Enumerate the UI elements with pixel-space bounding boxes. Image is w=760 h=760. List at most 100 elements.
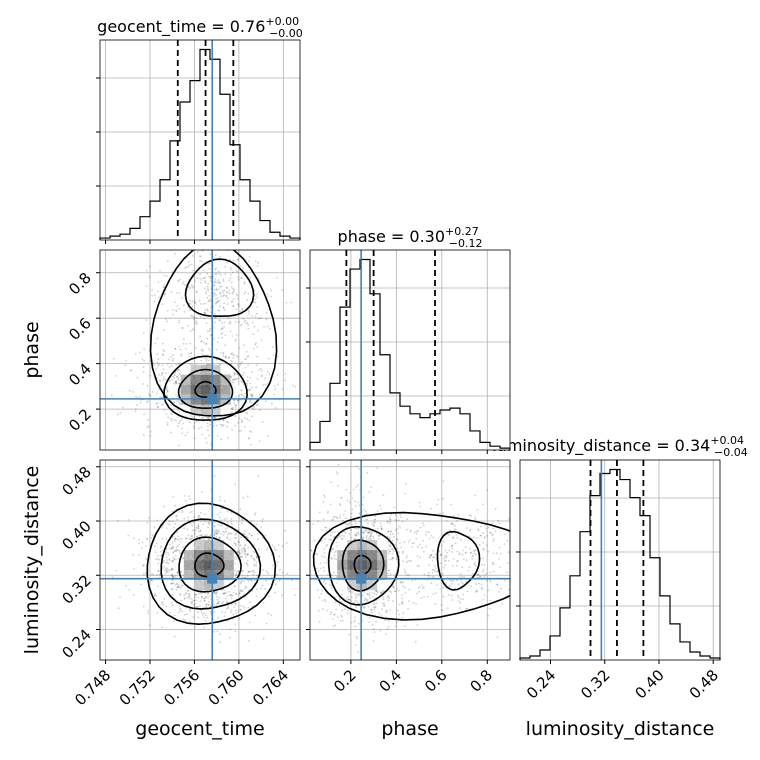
density-cell bbox=[347, 580, 358, 591]
x-tick-label: 0.40 bbox=[631, 666, 667, 702]
density-cell bbox=[193, 580, 204, 591]
panel-frame bbox=[519, 459, 721, 661]
contour-outer bbox=[312, 511, 510, 621]
contour-level-1 bbox=[341, 539, 385, 592]
title-phase-sup: +0.27 bbox=[445, 225, 479, 238]
density-cell bbox=[180, 364, 191, 375]
density-cell bbox=[223, 550, 234, 561]
density-cell bbox=[223, 540, 234, 551]
contour-lines bbox=[149, 250, 278, 421]
panel-frame bbox=[99, 249, 301, 451]
density-cell bbox=[377, 560, 388, 571]
panel-frame bbox=[309, 249, 511, 451]
contour-level-2 bbox=[163, 355, 248, 421]
density-cell bbox=[347, 560, 358, 571]
density-cell bbox=[190, 394, 201, 405]
density-cell bbox=[367, 570, 378, 581]
contour-level-0 bbox=[353, 554, 372, 576]
x-tick-label: 0.48 bbox=[686, 666, 722, 702]
title-luminosity-distance-text: luminosity_distance = 0.34 bbox=[492, 436, 710, 456]
title-geocent-time-sup: +0.00 bbox=[265, 15, 299, 28]
title-luminosity-distance-sup: +0.04 bbox=[710, 434, 744, 447]
density-cell bbox=[347, 570, 358, 581]
title-phase: phase = 0.30+0.27 −0.12 bbox=[338, 225, 483, 250]
contour-upper-mode bbox=[184, 258, 255, 318]
contour-level-2 bbox=[160, 518, 262, 610]
y-tick-label: 0.2 bbox=[65, 405, 95, 435]
y-tick-label: 0.40 bbox=[58, 517, 94, 553]
y-tick-label: 0.8 bbox=[65, 269, 95, 299]
hist-background bbox=[520, 460, 720, 660]
panel-content bbox=[310, 460, 510, 660]
density-cell bbox=[220, 404, 231, 415]
density-cell bbox=[210, 374, 221, 385]
contour-level-2 bbox=[327, 525, 400, 606]
density-cell bbox=[170, 384, 181, 395]
density-cell bbox=[213, 560, 224, 571]
density-cell bbox=[337, 570, 348, 581]
density-cell bbox=[183, 580, 194, 591]
x-tick-label: 0.756 bbox=[160, 666, 203, 709]
ylabel-luminosity-distance: luminosity_distance bbox=[21, 466, 43, 655]
density-cell bbox=[180, 374, 191, 385]
title-geocent-time-sub: −0.00 bbox=[269, 27, 303, 40]
hist-step-geocent-time bbox=[99, 48, 301, 240]
hist-step-phase bbox=[309, 258, 511, 450]
x-tick-label: 0.2 bbox=[330, 666, 360, 696]
density-cell bbox=[193, 550, 204, 561]
y-tick-label: 0.4 bbox=[65, 360, 95, 390]
x-tick-label: 0.8 bbox=[467, 666, 497, 696]
density-cell bbox=[193, 560, 204, 571]
truth-marker bbox=[356, 573, 367, 584]
title-phase-sub: −0.12 bbox=[449, 237, 483, 250]
contour-lines bbox=[146, 502, 277, 626]
density-cell bbox=[223, 560, 234, 571]
y-tick-label: 0.6 bbox=[65, 314, 95, 344]
x-tick-label: 0.760 bbox=[205, 666, 248, 709]
density-cell bbox=[190, 404, 201, 415]
panel-frame bbox=[99, 459, 301, 661]
density-cell bbox=[180, 384, 191, 395]
title-luminosity-distance-sub: −0.04 bbox=[714, 446, 748, 459]
density-cell bbox=[220, 394, 231, 405]
density-cell bbox=[337, 550, 348, 561]
density-cell bbox=[183, 540, 194, 551]
panel-hist-geocent-time bbox=[96, 39, 301, 244]
panel-frame bbox=[309, 459, 511, 661]
contour-level-3 bbox=[146, 502, 277, 626]
hist-background bbox=[310, 250, 510, 450]
density-cell bbox=[200, 394, 211, 405]
density-cell bbox=[183, 570, 194, 581]
panel-2d-phase-vs-luminosity-distance bbox=[306, 459, 511, 664]
title-phase-text: phase = 0.30 bbox=[338, 227, 445, 246]
contour-outer bbox=[149, 250, 278, 417]
title-luminosity-distance: luminosity_distance = 0.34+0.04 −0.04 bbox=[492, 434, 748, 459]
ylabel-phase: phase bbox=[21, 321, 43, 378]
density-cell bbox=[190, 364, 201, 375]
panel-2d-geocent-time-vs-phase bbox=[96, 249, 301, 451]
density-cell bbox=[220, 364, 231, 375]
density-blocks bbox=[170, 364, 241, 415]
density-cell bbox=[357, 580, 368, 591]
density-cell bbox=[357, 560, 368, 571]
panel-hist-phase bbox=[306, 249, 511, 454]
x-tick-label: 0.6 bbox=[421, 666, 451, 696]
hist-step-luminosity-distance bbox=[519, 468, 721, 660]
panel-content bbox=[100, 460, 300, 660]
xlabel-geocent-time: geocent_time bbox=[135, 718, 264, 740]
truth-marker bbox=[207, 573, 218, 584]
x-tick-label: 0.764 bbox=[249, 666, 292, 709]
density-cell bbox=[200, 374, 211, 385]
density-cell bbox=[213, 580, 224, 591]
density-cell bbox=[210, 404, 221, 415]
title-geocent-time-text: geocent_time = 0.76 bbox=[97, 17, 265, 37]
density-cell bbox=[180, 404, 191, 415]
x-tick-label: 0.32 bbox=[577, 666, 613, 702]
x-tick-label: 0.24 bbox=[523, 666, 559, 702]
density-cell bbox=[213, 550, 224, 561]
panel-background bbox=[100, 250, 300, 450]
density-cell bbox=[220, 374, 231, 385]
density-cell bbox=[337, 580, 348, 591]
density-cell bbox=[347, 540, 358, 551]
